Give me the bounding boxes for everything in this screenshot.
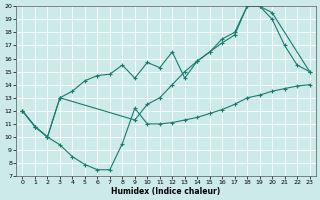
X-axis label: Humidex (Indice chaleur): Humidex (Indice chaleur) [111,187,221,196]
